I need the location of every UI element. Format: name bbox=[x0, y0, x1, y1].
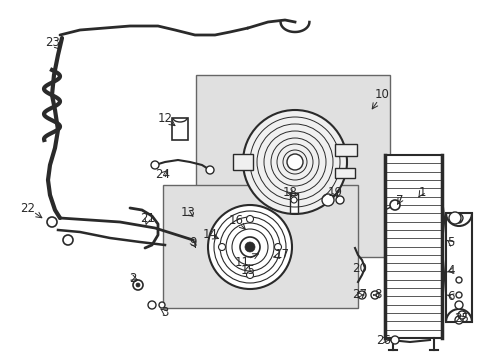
Circle shape bbox=[335, 196, 343, 204]
Circle shape bbox=[455, 292, 461, 298]
Bar bbox=[196, 75, 389, 257]
Text: 16: 16 bbox=[228, 213, 243, 226]
Circle shape bbox=[454, 316, 462, 324]
Circle shape bbox=[151, 161, 159, 169]
Bar bbox=[334, 144, 356, 156]
Circle shape bbox=[286, 154, 303, 170]
Bar bbox=[163, 185, 357, 308]
Circle shape bbox=[63, 235, 73, 245]
Circle shape bbox=[244, 242, 254, 252]
Bar bbox=[384, 155, 441, 338]
Bar bbox=[232, 154, 252, 170]
Text: 11: 11 bbox=[234, 256, 249, 269]
Circle shape bbox=[243, 110, 346, 214]
Circle shape bbox=[274, 243, 281, 251]
Circle shape bbox=[218, 243, 225, 251]
Text: 8: 8 bbox=[373, 288, 381, 302]
Circle shape bbox=[246, 271, 253, 279]
Text: 9: 9 bbox=[189, 237, 196, 249]
Text: 10: 10 bbox=[374, 89, 388, 102]
Text: 19: 19 bbox=[327, 185, 342, 198]
Circle shape bbox=[148, 301, 156, 309]
Bar bbox=[445, 213, 471, 322]
Text: 23: 23 bbox=[45, 36, 61, 49]
Text: 14: 14 bbox=[202, 229, 217, 242]
Text: 24: 24 bbox=[155, 168, 170, 181]
Circle shape bbox=[246, 216, 253, 222]
Text: 5: 5 bbox=[447, 237, 454, 249]
Circle shape bbox=[390, 336, 398, 344]
Circle shape bbox=[136, 283, 140, 287]
Circle shape bbox=[205, 166, 214, 174]
Bar bbox=[289, 193, 297, 213]
Circle shape bbox=[389, 200, 399, 210]
Text: 20: 20 bbox=[352, 261, 366, 274]
Circle shape bbox=[457, 311, 465, 319]
Text: 2: 2 bbox=[129, 271, 137, 284]
Text: 13: 13 bbox=[180, 207, 195, 220]
Circle shape bbox=[357, 291, 365, 299]
Bar bbox=[334, 168, 354, 178]
Circle shape bbox=[454, 301, 462, 309]
Text: 25: 25 bbox=[454, 311, 468, 324]
Circle shape bbox=[448, 212, 460, 224]
Circle shape bbox=[321, 194, 333, 206]
Text: 22: 22 bbox=[20, 202, 36, 215]
Text: 15: 15 bbox=[240, 264, 255, 276]
Circle shape bbox=[290, 197, 296, 203]
Circle shape bbox=[455, 217, 461, 223]
Circle shape bbox=[133, 280, 142, 290]
Text: 17: 17 bbox=[274, 248, 289, 261]
Circle shape bbox=[207, 205, 291, 289]
Circle shape bbox=[454, 214, 462, 222]
Circle shape bbox=[47, 217, 57, 227]
Text: 1: 1 bbox=[417, 185, 425, 198]
Text: 26: 26 bbox=[376, 333, 391, 346]
Circle shape bbox=[455, 277, 461, 283]
Circle shape bbox=[159, 302, 164, 308]
Circle shape bbox=[370, 291, 378, 299]
Text: 12: 12 bbox=[157, 112, 172, 125]
Text: 7: 7 bbox=[395, 194, 403, 207]
Text: 18: 18 bbox=[282, 185, 297, 198]
Circle shape bbox=[240, 237, 260, 257]
Text: 3: 3 bbox=[161, 306, 168, 319]
Text: 4: 4 bbox=[447, 265, 454, 278]
Text: 27: 27 bbox=[352, 288, 367, 302]
Bar bbox=[172, 118, 187, 140]
Text: 21: 21 bbox=[140, 211, 155, 225]
Text: 6: 6 bbox=[447, 289, 454, 302]
